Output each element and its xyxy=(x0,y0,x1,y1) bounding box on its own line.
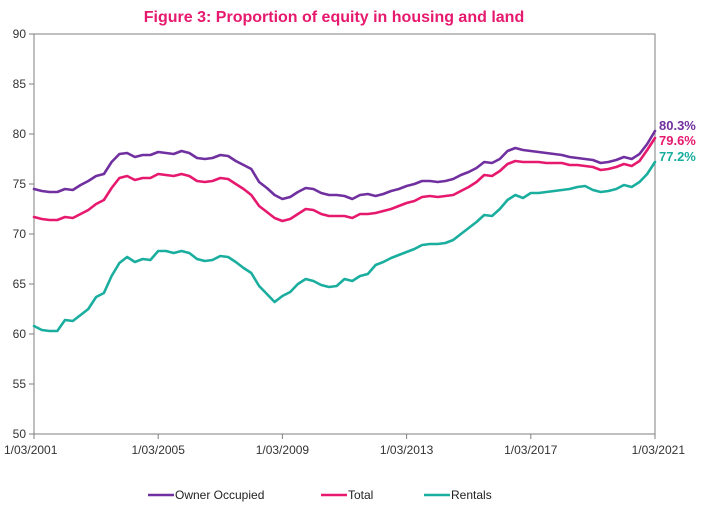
y-tick-label: 65 xyxy=(13,277,27,291)
y-tick-label: 85 xyxy=(13,77,27,91)
legend-label: Owner Occupied xyxy=(175,488,264,502)
legend-item-owner-occupied: Owner Occupied xyxy=(148,488,264,502)
y-tick-label: 60 xyxy=(13,327,27,341)
x-tick-label: 1/03/2005 xyxy=(132,443,186,457)
end-label-total: 79.6% xyxy=(659,133,696,148)
end-label-rentals: 77.2% xyxy=(659,149,696,164)
legend-item-total: Total xyxy=(321,488,373,502)
x-tick-label: 1/03/2021 xyxy=(632,443,686,457)
chart-title: Figure 3: Proportion of equity in housin… xyxy=(144,9,524,26)
y-tick-label: 55 xyxy=(13,377,27,391)
x-tick-label: 1/03/2017 xyxy=(504,443,558,457)
legend-item-rentals: Rentals xyxy=(424,488,492,502)
x-tick-label: 1/03/2009 xyxy=(256,443,310,457)
series-lines xyxy=(32,129,657,333)
y-tick-label: 70 xyxy=(13,227,27,241)
series-line-owner-occupied xyxy=(32,129,657,201)
y-tick-label: 50 xyxy=(13,427,27,441)
end-labels: 80.3%79.6%77.2% xyxy=(659,118,696,164)
series-line-rentals xyxy=(32,160,657,333)
plot-border xyxy=(33,33,656,435)
legend-label: Rentals xyxy=(451,488,492,502)
legend-label: Total xyxy=(348,488,373,502)
legend: Owner Occupied Total Rentals xyxy=(148,488,492,502)
y-tick-label: 80 xyxy=(13,127,27,141)
x-tick-label: 1/03/2001 xyxy=(4,443,58,457)
y-axis: 50 55 60 65 70 75 80 85 90 xyxy=(13,27,34,441)
y-tick-label: 75 xyxy=(13,177,27,191)
end-label-owner-occupied: 80.3% xyxy=(659,118,696,133)
series-line-total xyxy=(32,136,657,223)
x-axis: 1/03/2001 1/03/2005 1/03/2009 1/03/2013 1/03… xyxy=(4,434,685,457)
plot-frame xyxy=(33,33,656,435)
x-tick-label: 1/03/2013 xyxy=(380,443,434,457)
y-tick-label: 90 xyxy=(13,27,27,41)
